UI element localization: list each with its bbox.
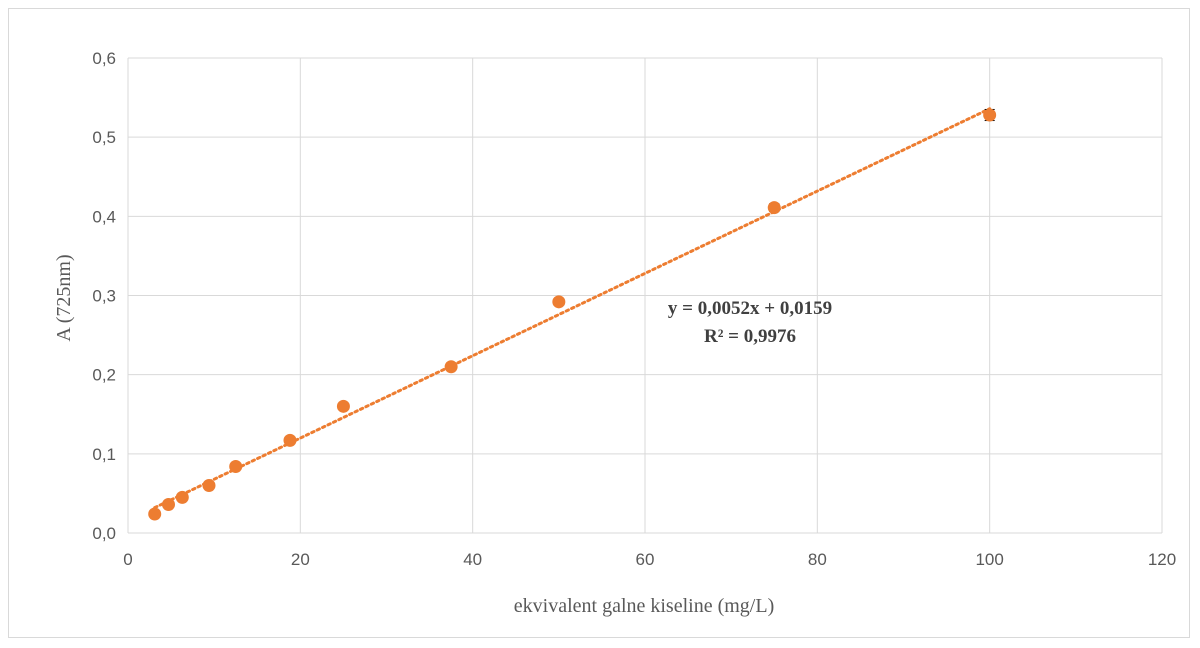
data-point [444,360,458,374]
y-tick-labels: 0,0 0,1 0,2 0,3 0,4 0,5 0,6 [92,49,116,543]
y-tick-label: 0,4 [92,207,116,226]
trendline-r-squared: R² = 0,9976 [704,326,796,347]
data-point [552,295,566,309]
data-point [283,433,297,447]
x-tick-label: 100 [975,550,1003,569]
data-point [229,460,243,473]
x-tick-labels: 0 20 40 60 80 100 120 [123,550,1176,569]
data-point [983,108,997,122]
x-tick-label: 60 [636,550,655,569]
data-point [148,507,162,521]
data-points-layer [148,108,997,521]
trendline-layer [153,107,992,510]
y-tick-label: 0,6 [92,49,116,68]
y-tick-label: 0,1 [92,445,116,464]
grid-layer [127,57,1163,534]
x-tick-label: 20 [291,550,310,569]
data-point [161,498,175,511]
data-point [336,399,350,413]
x-tick-label: 0 [123,550,132,569]
data-point [175,490,189,504]
y-tick-label: 0,5 [92,128,116,147]
x-tick-label: 80 [808,550,827,569]
trendline-equation: y = 0,0052x + 0,0159 [668,298,832,319]
y-axis-title: A (725nm) [53,254,75,341]
x-axis-title: ekvivalent galne kiseline (mg/L) [514,595,774,617]
y-tick-label: 0,3 [92,287,116,306]
x-tick-label: 40 [463,550,482,569]
y-tick-label: 0,2 [92,366,116,385]
y-tick-label: 0,0 [92,524,116,543]
data-point [767,201,781,215]
x-tick-label: 120 [1148,550,1176,569]
trendline [153,107,992,510]
data-point [202,479,216,492]
